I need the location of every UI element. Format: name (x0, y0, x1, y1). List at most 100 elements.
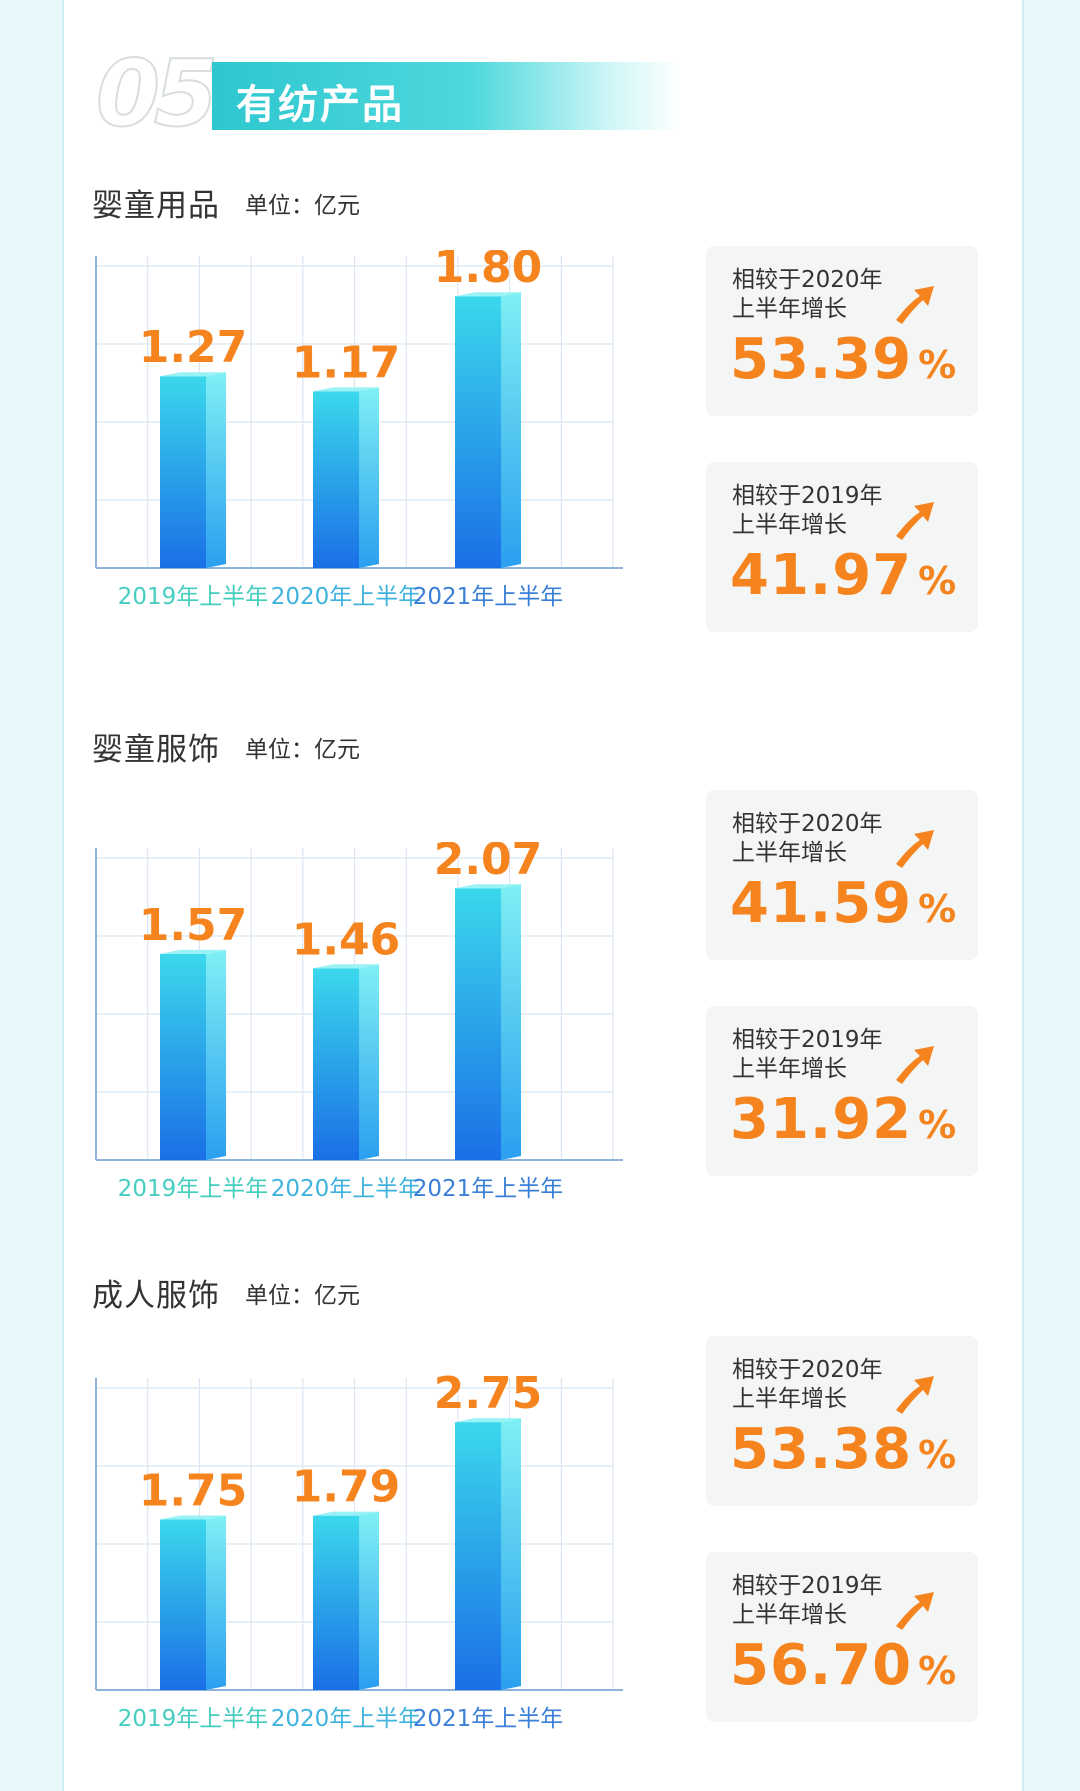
bar-chart: 1.57 2019年上半年 1.46 2020年上半年 2.07 2021年上半年 (95, 842, 623, 1202)
growth-arrow-icon (896, 1376, 934, 1414)
stat-card-vs-2020: 相较于2020年 上半年增长 53.39% (706, 246, 978, 416)
bar-top (160, 1515, 226, 1520)
stat-card-vs-2019: 相较于2019年 上半年增长 41.97% (706, 462, 978, 632)
stat-percent: % (918, 1649, 958, 1693)
bar (160, 1515, 226, 1690)
bar-front (160, 953, 206, 1160)
bar (160, 949, 226, 1160)
stat-percent: % (918, 887, 958, 931)
stat-percent: % (918, 343, 958, 387)
bar-top (455, 292, 521, 297)
bar (455, 884, 521, 1160)
bar-front (455, 888, 501, 1160)
section-title: 有纺产品 (236, 82, 404, 128)
bar (455, 1418, 521, 1690)
bar-value-label: 1.57 (139, 900, 248, 951)
stat-label: 相较于2020年 上半年增长 (732, 1357, 883, 1412)
stat-value: 53.38% (730, 1422, 957, 1478)
bar-top (455, 884, 521, 889)
stat-percent: % (918, 1433, 958, 1477)
bar-value-label: 1.79 (292, 1462, 401, 1513)
stat-number: 31.92 (730, 1087, 913, 1152)
bar-side (501, 884, 521, 1160)
chart-title: 成人服饰 (92, 1278, 220, 1314)
bar-front (313, 968, 359, 1160)
bar-side (206, 372, 226, 568)
chart-title: 婴童服饰 (92, 732, 220, 768)
bar-value-label: 1.75 (139, 1466, 248, 1517)
bar-top (313, 964, 379, 969)
stat-label: 相较于2019年 上半年增长 (732, 1573, 883, 1628)
bar-top (160, 372, 226, 377)
bar-top (313, 1511, 379, 1516)
bar-side (501, 292, 521, 568)
bar (313, 964, 379, 1160)
bar-chart: 1.75 2019年上半年 1.79 2020年上半年 2.75 2021年上半年 (95, 1372, 623, 1732)
bar-side (206, 949, 226, 1160)
bar-top (160, 949, 226, 954)
bar-top (455, 1418, 521, 1423)
x-tick-label: 2021年上半年 (413, 584, 564, 610)
bar-value-label: 1.46 (292, 914, 401, 965)
stat-value: 41.59% (730, 876, 957, 932)
bar-front (455, 296, 501, 568)
bar-value-label: 1.17 (292, 337, 401, 388)
bar-front (160, 1519, 206, 1690)
x-tick-label: 2021年上半年 (413, 1706, 564, 1732)
bar-side (206, 1515, 226, 1690)
stat-value: 31.92% (730, 1092, 957, 1148)
growth-arrow-icon (896, 830, 934, 868)
stat-percent: % (918, 559, 958, 603)
stat-value: 56.70% (730, 1638, 957, 1694)
bar-side (359, 387, 379, 568)
growth-arrow-icon (896, 1046, 934, 1084)
bar-side (501, 1418, 521, 1690)
x-tick-label: 2019年上半年 (118, 1176, 269, 1202)
bar-side (359, 1511, 379, 1690)
growth-arrow-icon (896, 502, 934, 540)
stat-number: 56.70 (730, 1633, 913, 1698)
bar-value-label: 2.07 (434, 842, 543, 885)
bar-front (313, 391, 359, 568)
bar-front (160, 376, 206, 568)
bar-front (455, 1422, 501, 1690)
stat-number: 53.38 (730, 1417, 913, 1482)
bar-side (359, 964, 379, 1160)
bar-front (313, 1515, 359, 1690)
x-tick-label: 2020年上半年 (271, 584, 422, 610)
stat-card-vs-2019: 相较于2019年 上半年增长 31.92% (706, 1006, 978, 1176)
x-tick-label: 2020年上半年 (271, 1706, 422, 1732)
section-number: 05 (95, 40, 219, 147)
stat-number: 41.97 (730, 543, 913, 608)
bar (313, 1511, 379, 1690)
growth-arrow-icon (896, 286, 934, 324)
section-banner (212, 62, 682, 130)
stat-card-vs-2020: 相较于2020年 上半年增长 53.38% (706, 1336, 978, 1506)
bar-value-label: 2.75 (434, 1372, 543, 1419)
bar-top (313, 387, 379, 392)
stat-value: 41.97% (730, 548, 957, 604)
x-tick-label: 2019年上半年 (118, 584, 269, 610)
stat-label: 相较于2019年 上半年增长 (732, 483, 883, 538)
x-tick-label: 2019年上半年 (118, 1706, 269, 1732)
stat-label: 相较于2019年 上半年增长 (732, 1027, 883, 1082)
bar (455, 292, 521, 568)
stat-number: 53.39 (730, 327, 913, 392)
bar-value-label: 1.27 (139, 322, 248, 373)
stat-label: 相较于2020年 上半年增长 (732, 267, 883, 322)
chart-unit: 单位：亿元 (245, 193, 360, 219)
growth-arrow-icon (896, 1592, 934, 1630)
stat-card-vs-2020: 相较于2020年 上半年增长 41.59% (706, 790, 978, 960)
chart-title: 婴童用品 (92, 188, 220, 224)
bar (160, 372, 226, 568)
stat-label: 相较于2020年 上半年增长 (732, 811, 883, 866)
bar (313, 387, 379, 568)
stat-number: 41.59 (730, 871, 913, 936)
x-tick-label: 2020年上半年 (271, 1176, 422, 1202)
stat-percent: % (918, 1103, 958, 1147)
bar-chart: 1.27 2019年上半年 1.17 2020年上半年 1.80 2021年上半年 (95, 250, 623, 610)
chart-unit: 单位：亿元 (245, 1283, 360, 1309)
stat-card-vs-2019: 相较于2019年 上半年增长 56.70% (706, 1552, 978, 1722)
x-tick-label: 2021年上半年 (413, 1176, 564, 1202)
chart-unit: 单位：亿元 (245, 737, 360, 763)
